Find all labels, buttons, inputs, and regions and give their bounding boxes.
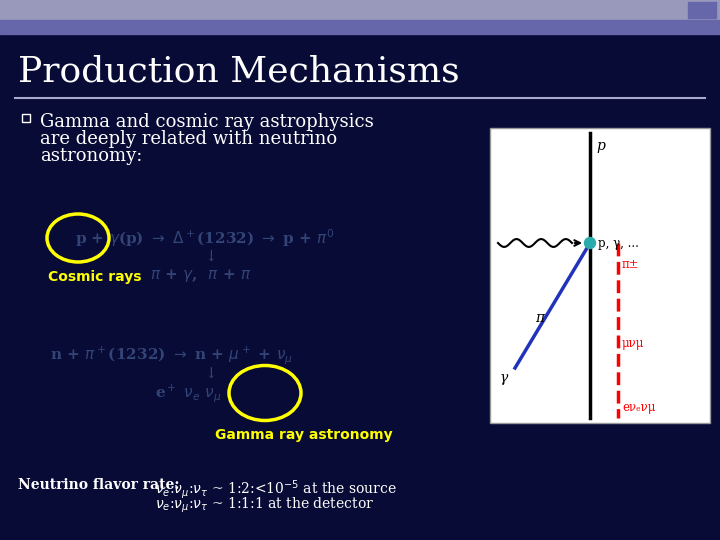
Text: $\nu_e$:$\nu_\mu$:$\nu_\tau$ ~ 1:1:1 at the detector: $\nu_e$:$\nu_\mu$:$\nu_\tau$ ~ 1:1:1 at … — [155, 496, 374, 515]
Text: π±: π± — [622, 259, 639, 272]
Text: ↓: ↓ — [205, 251, 217, 265]
Text: p + $\gamma$(p) $\rightarrow$ $\Delta^+$(1232) $\rightarrow$ p + $\pi^0$: p + $\gamma$(p) $\rightarrow$ $\Delta^+$… — [75, 227, 335, 249]
Text: p, γ, ...: p, γ, ... — [598, 237, 639, 249]
Text: Gamma ray astronomy: Gamma ray astronomy — [215, 428, 392, 442]
Text: Production Mechanisms: Production Mechanisms — [18, 55, 459, 89]
Bar — [688, 2, 716, 18]
Text: $\nu_e$:$\nu_\mu$:$\nu_\tau$ ~ 1:2:<10$^{-5}$ at the source: $\nu_e$:$\nu_\mu$:$\nu_\tau$ ~ 1:2:<10$^… — [155, 478, 397, 501]
Bar — [0, 20, 720, 34]
Text: π: π — [535, 311, 544, 325]
Text: ↓: ↓ — [205, 368, 217, 382]
Text: μνμ: μνμ — [622, 336, 644, 349]
Text: γ: γ — [500, 371, 508, 385]
Text: Cosmic rays: Cosmic rays — [48, 270, 142, 284]
Bar — [0, 0, 720, 20]
Text: $\pi$ + $\gamma$,  $\pi$ + $\pi$: $\pi$ + $\gamma$, $\pi$ + $\pi$ — [150, 267, 251, 284]
Text: astronomy:: astronomy: — [40, 147, 143, 165]
Text: n + $\pi^+$(1232) $\rightarrow$ n + $\mu^+$ + $\nu_\mu$: n + $\pi^+$(1232) $\rightarrow$ n + $\mu… — [50, 344, 293, 366]
Bar — [22, 114, 30, 122]
Text: p: p — [596, 139, 605, 153]
Text: e$^+$ $\nu_e$ $\nu_\mu$: e$^+$ $\nu_e$ $\nu_\mu$ — [155, 382, 221, 404]
Text: are deeply related with neutrino: are deeply related with neutrino — [40, 130, 337, 148]
Text: Neutrino flavor rate:: Neutrino flavor rate: — [18, 478, 179, 492]
Text: eνₑνμ: eνₑνμ — [622, 402, 655, 415]
Text: Gamma and cosmic ray astrophysics: Gamma and cosmic ray astrophysics — [40, 113, 374, 131]
Circle shape — [585, 238, 595, 248]
Bar — [490, 128, 710, 423]
